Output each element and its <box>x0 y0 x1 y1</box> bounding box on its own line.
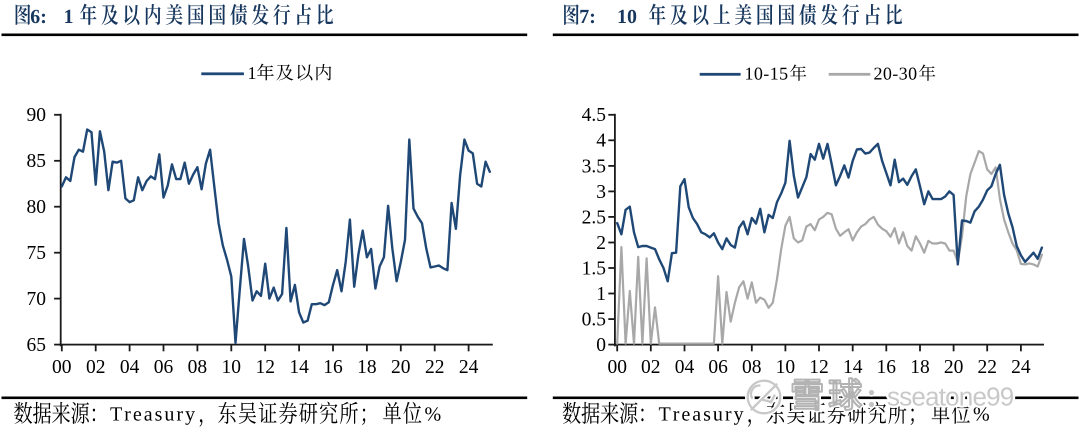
svg-text:04: 04 <box>675 357 695 378</box>
svg-text:65: 65 <box>27 335 47 356</box>
svg-text:18: 18 <box>910 357 930 378</box>
svg-text:4.5: 4.5 <box>582 105 606 126</box>
svg-text:16: 16 <box>877 357 897 378</box>
svg-text:08: 08 <box>188 357 208 378</box>
svg-text:0.5: 0.5 <box>582 310 606 331</box>
svg-text:12: 12 <box>255 357 275 378</box>
svg-text:14: 14 <box>289 357 309 378</box>
svg-text:3.5: 3.5 <box>582 156 606 177</box>
svg-text:2: 2 <box>596 233 606 254</box>
svg-text:00: 00 <box>52 357 72 378</box>
svg-text:10: 10 <box>776 357 796 378</box>
svg-text:22: 22 <box>977 357 997 378</box>
svg-text:06: 06 <box>708 357 728 378</box>
svg-text:18: 18 <box>357 357 377 378</box>
svg-text:06: 06 <box>154 357 174 378</box>
svg-text:14: 14 <box>843 357 863 378</box>
svg-text:2.5: 2.5 <box>582 207 606 228</box>
svg-text:75: 75 <box>27 243 47 264</box>
svg-text:20: 20 <box>944 357 964 378</box>
svg-text:24: 24 <box>1011 357 1031 378</box>
svg-text:1.5: 1.5 <box>582 258 606 279</box>
svg-text:90: 90 <box>27 105 47 126</box>
svg-text:08: 08 <box>742 357 762 378</box>
svg-text:02: 02 <box>641 357 661 378</box>
svg-text:22: 22 <box>425 357 445 378</box>
svg-text:4: 4 <box>596 131 606 152</box>
svg-text:12: 12 <box>809 357 829 378</box>
svg-text:16: 16 <box>323 357 343 378</box>
svg-text:04: 04 <box>120 357 140 378</box>
svg-text:85: 85 <box>27 151 47 172</box>
svg-text:10: 10 <box>222 357 242 378</box>
svg-text:80: 80 <box>27 197 47 218</box>
svg-text:70: 70 <box>27 289 47 310</box>
svg-text:00: 00 <box>607 357 627 378</box>
svg-text:1: 1 <box>596 284 606 305</box>
svg-text:20: 20 <box>391 357 411 378</box>
svg-text:3: 3 <box>596 182 606 203</box>
svg-text:24: 24 <box>459 357 479 378</box>
svg-text:0: 0 <box>596 335 606 356</box>
svg-text:02: 02 <box>86 357 106 378</box>
